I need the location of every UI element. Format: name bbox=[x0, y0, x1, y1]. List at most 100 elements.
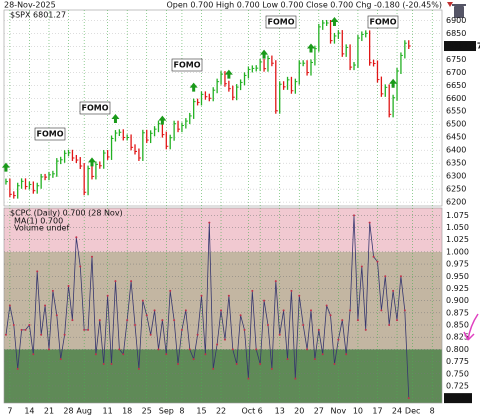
annotation: FOMO bbox=[267, 18, 294, 27]
cpc-point bbox=[396, 319, 399, 322]
cpc-point bbox=[90, 255, 93, 258]
y-tick-label: 6600 bbox=[446, 94, 466, 103]
cpc-point bbox=[333, 363, 336, 365]
cpc-point bbox=[384, 275, 387, 278]
cpc-point bbox=[263, 299, 266, 302]
cpc-point bbox=[399, 275, 402, 278]
signal-arrow bbox=[224, 69, 233, 79]
cpc-point bbox=[325, 304, 328, 307]
cpc-point bbox=[349, 309, 352, 312]
cpc-point bbox=[231, 348, 234, 351]
cpc-point bbox=[180, 328, 183, 331]
cpc-point bbox=[114, 280, 117, 283]
x-tick-label: 10 bbox=[353, 407, 363, 416]
cpc-point bbox=[40, 333, 43, 336]
cpc-point bbox=[4, 333, 7, 336]
y-tick-label: 1.050 bbox=[446, 223, 469, 232]
y-tick-label: 6900 bbox=[446, 16, 466, 25]
y-tick-label: 6200 bbox=[446, 198, 466, 207]
quote-menu[interactable] bbox=[447, 2, 453, 7]
cpc-point bbox=[145, 314, 148, 317]
cpc-point bbox=[55, 314, 58, 317]
trash-icon[interactable] bbox=[452, 4, 466, 18]
x-tick-label: Aug bbox=[76, 407, 92, 416]
annotation: FOMO bbox=[36, 130, 63, 139]
cpc-point bbox=[173, 319, 176, 322]
cpc-point bbox=[251, 289, 254, 292]
cpc-point bbox=[321, 353, 324, 356]
x-tick-label: 17 bbox=[372, 407, 382, 416]
y-tick-label: 6700 bbox=[446, 68, 466, 77]
cpc-point bbox=[282, 309, 285, 312]
cpc-point bbox=[235, 363, 238, 365]
signal-arrow bbox=[111, 114, 120, 124]
y-tick-label: 6400 bbox=[446, 146, 466, 155]
cpc-point bbox=[94, 353, 97, 356]
signal-arrow bbox=[389, 78, 398, 88]
annotation: FOMO bbox=[81, 104, 108, 113]
y-tick-label: 0.800 bbox=[446, 345, 469, 354]
panel-frame bbox=[3, 9, 443, 207]
cpc-point bbox=[130, 280, 133, 283]
cpc-point bbox=[149, 333, 152, 336]
y-tick-label: 0.750 bbox=[446, 369, 469, 378]
cpc-point bbox=[313, 358, 316, 361]
x-tick-label: 7 bbox=[7, 407, 12, 416]
cpc-point bbox=[161, 319, 164, 322]
legend-entry: Volume undef bbox=[14, 224, 69, 233]
annotation: FOMO bbox=[173, 61, 200, 70]
signal-arrow bbox=[158, 115, 167, 125]
cpc-point bbox=[75, 236, 78, 239]
x-tick-label: Sep bbox=[159, 407, 174, 416]
x-tick-label: 20 bbox=[294, 407, 304, 416]
cpc-point bbox=[36, 270, 39, 273]
cpc-point bbox=[341, 319, 344, 322]
cpc-point bbox=[28, 324, 31, 326]
legend-entry: MA(1) 0.700 bbox=[14, 217, 63, 226]
annotation-box bbox=[34, 127, 66, 141]
cpc-point bbox=[106, 294, 109, 297]
x-tick-label: 25 bbox=[142, 407, 152, 416]
annotation-box bbox=[265, 15, 297, 29]
cpc-point bbox=[98, 319, 101, 322]
cpc-point bbox=[83, 328, 86, 331]
cpc-point bbox=[87, 328, 90, 331]
x-tick-label: Oct bbox=[241, 407, 255, 416]
cpc-point bbox=[372, 255, 375, 258]
cpc-point bbox=[290, 289, 293, 292]
y-tick-label: 6500 bbox=[446, 120, 466, 129]
cpc-point bbox=[32, 353, 35, 356]
y-tick-label: 1.025 bbox=[446, 235, 469, 244]
cpc-point bbox=[345, 353, 348, 356]
y-tick-label: 0.725 bbox=[446, 381, 469, 390]
cpc-point bbox=[137, 367, 140, 370]
zone-band bbox=[4, 349, 442, 403]
cpc-point bbox=[51, 289, 54, 292]
cpc-point bbox=[157, 348, 160, 351]
y-tick-label: 0.925 bbox=[446, 284, 469, 293]
cpc-point bbox=[12, 324, 15, 326]
cpc-point bbox=[169, 289, 172, 292]
cpc-point bbox=[192, 358, 195, 361]
cpc-point bbox=[294, 377, 297, 380]
cpc-point bbox=[44, 304, 47, 307]
cpc-point bbox=[259, 363, 262, 365]
y-tick-label: 6450 bbox=[446, 133, 466, 142]
cpc-point bbox=[141, 299, 144, 302]
cpc-point bbox=[255, 348, 258, 351]
cpc-point bbox=[388, 324, 391, 326]
cpc-point bbox=[239, 314, 242, 317]
cpc-point bbox=[306, 348, 309, 351]
x-tick-label: 8 bbox=[179, 407, 184, 416]
x-tick-label: 15 bbox=[196, 407, 206, 416]
cpc-point bbox=[223, 338, 226, 341]
cpc-point bbox=[337, 338, 340, 341]
cpc-point bbox=[298, 294, 301, 297]
x-tick-label: 11 bbox=[103, 407, 113, 416]
cpc-point bbox=[20, 328, 23, 331]
cpc-point bbox=[274, 280, 277, 283]
cpc-point bbox=[177, 363, 180, 365]
cpc-point bbox=[227, 294, 230, 297]
y-tick-label: 0.900 bbox=[446, 296, 469, 305]
